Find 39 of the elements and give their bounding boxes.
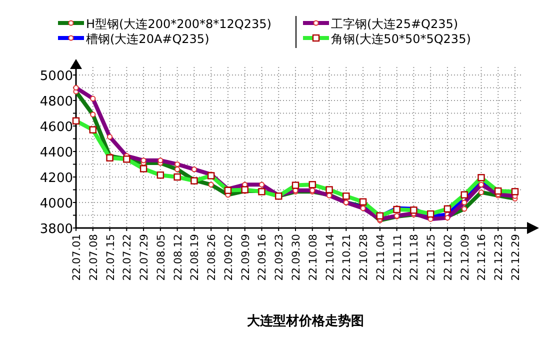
x-tick-label: 22.09.02 — [222, 234, 235, 281]
x-tick-label: 22.09.30 — [290, 234, 302, 281]
x-tick-label: 22.08.05 — [155, 234, 168, 281]
y-tick-label: 4600 — [40, 120, 73, 135]
x-tick-label: 22.11.18 — [408, 234, 421, 281]
x-tick-label: 22.11.25 — [426, 234, 438, 281]
y-tick-label: 3800 — [40, 222, 73, 237]
x-tick-label: 22.09.23 — [274, 234, 286, 281]
x-tick-label: 22.10.14 — [324, 234, 336, 281]
x-tick-label: 22.10.21 — [341, 234, 354, 281]
x-tick-label: 22.11.11 — [392, 234, 404, 281]
x-tick-label: 22.09.16 — [256, 234, 269, 281]
legend-label: 工字钢(大连25#Q235) — [331, 17, 458, 31]
x-tick-label: 22.08.12 — [172, 234, 184, 281]
y-tick-label: 4400 — [40, 146, 73, 160]
x-tick-label: 22.07.22 — [122, 234, 134, 281]
legend-label: H型钢(大连200*200*8*12Q235) — [86, 17, 272, 31]
x-tick-label: 22.12.23 — [493, 234, 506, 281]
x-tick-label: 22.09.09 — [240, 234, 252, 281]
x-tick-label: 22.12.29 — [510, 234, 522, 281]
x-tick-label: 22.12.02 — [442, 234, 454, 281]
x-tick-label: 22.07.15 — [104, 234, 117, 281]
x-tick-label: 22.10.08 — [307, 234, 320, 281]
x-tick-label: 22.08.19 — [189, 234, 202, 281]
legend-label: 角钢(大连50*50*5Q235) — [331, 32, 471, 46]
x-tick-label: 22.07.08 — [88, 234, 100, 281]
x-tick-label: 22.12.16 — [476, 234, 488, 281]
x-tick-label: 22.07.29 — [138, 234, 151, 281]
y-tick-label: 4200 — [40, 171, 73, 186]
text: 大连型材价格走势图 — [247, 313, 364, 329]
y-tick-label: 5000 — [40, 69, 73, 84]
x-tick-label: 22.07.01 — [71, 234, 83, 281]
x-tick-label: 22.11.04 — [374, 234, 387, 281]
y-tick-label: 4000 — [40, 196, 73, 212]
y-tick-label: 4800 — [40, 94, 73, 110]
x-tick-label: 22.08.26 — [206, 234, 218, 281]
x-tick-label: 22.12.09 — [459, 234, 472, 281]
x-tick-label: 22.10.28 — [358, 234, 370, 281]
legend-label: 槽钢(大连20A#Q235) — [86, 32, 210, 46]
